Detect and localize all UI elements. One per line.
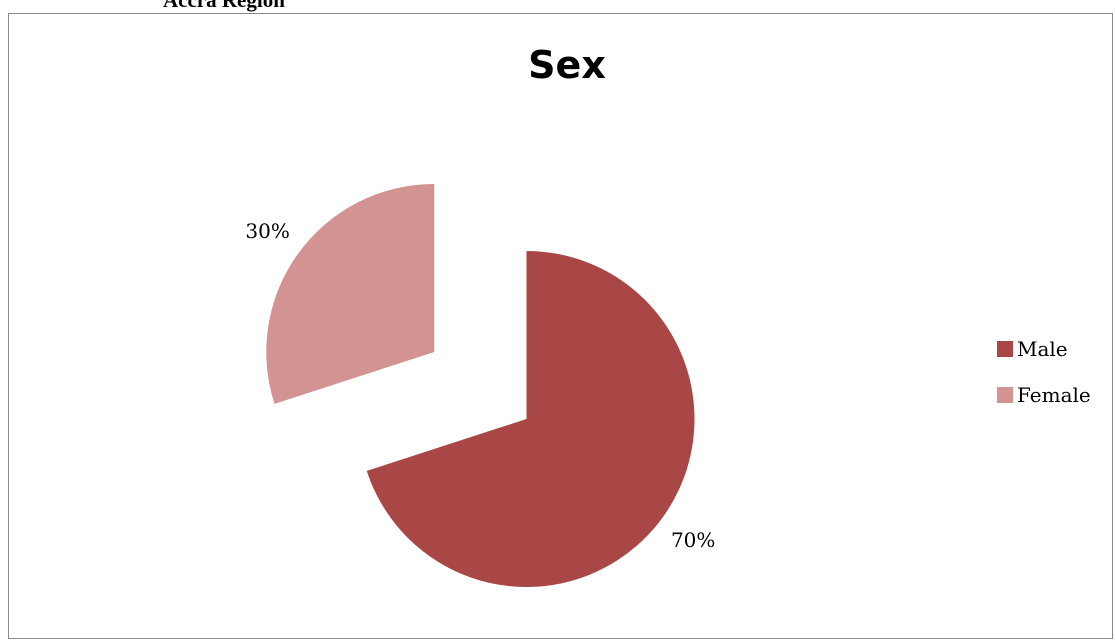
document-heading: Accra Region bbox=[163, 0, 285, 12]
legend-label-female: Female bbox=[1017, 383, 1091, 407]
chart-area: Sex 70% 30% Male Female bbox=[8, 13, 1113, 639]
data-label-female: 30% bbox=[245, 219, 289, 243]
chart-title: Sex bbox=[528, 43, 606, 87]
pie-data-labels: 70% 30% bbox=[245, 219, 715, 552]
data-label-male: 70% bbox=[671, 528, 715, 552]
pie-slice-male bbox=[366, 250, 695, 587]
pie-slices bbox=[266, 183, 695, 587]
legend: Male Female bbox=[997, 337, 1091, 407]
pie-slice-female bbox=[266, 183, 435, 404]
legend-swatch-female bbox=[997, 387, 1013, 403]
legend-label-male: Male bbox=[1017, 337, 1068, 361]
pie-chart: Sex 70% 30% Male Female bbox=[245, 43, 1091, 587]
legend-swatch-male bbox=[997, 341, 1013, 357]
